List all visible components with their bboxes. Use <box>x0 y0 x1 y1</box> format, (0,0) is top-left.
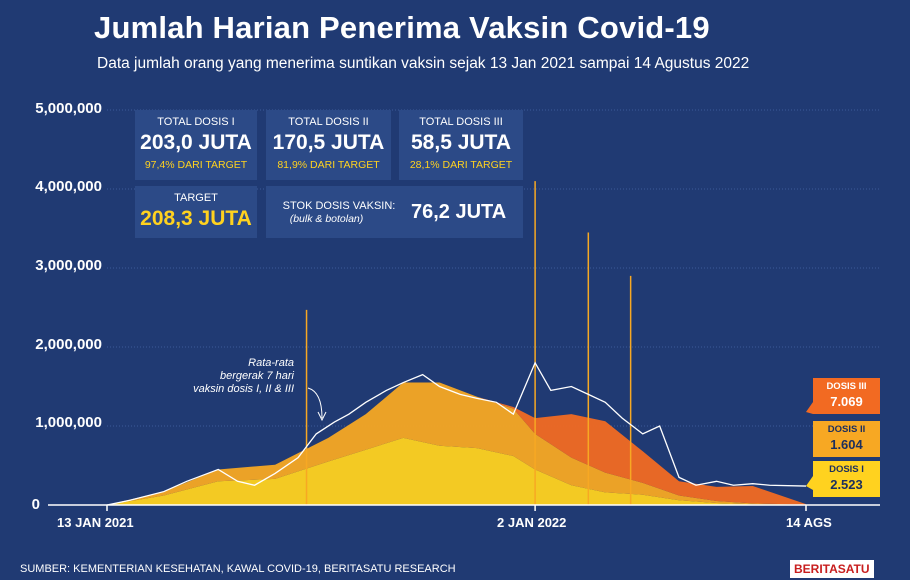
end-label-value: 2.523 <box>830 477 863 492</box>
stat-sublabel: (bulk & botolan) <box>289 213 364 225</box>
y-tick-label: 1,000,000 <box>35 414 102 431</box>
end-label-value: 7.069 <box>830 394 863 409</box>
stat-value: 76,2 JUTA <box>411 201 507 223</box>
series-area-1 <box>107 437 806 505</box>
annotation-arrow <box>307 387 323 419</box>
end-label-name: DOSIS II <box>827 424 866 435</box>
stat-box-target: TARGET 208,3 JUTA <box>135 186 257 238</box>
brand-part: SATU <box>837 562 870 576</box>
stat-value: 208,3 JUTA <box>140 207 252 230</box>
stat-percent: 28,1% DARI TARGET <box>409 159 513 171</box>
annotation-line: vaksin dosis I, II & III <box>193 383 294 395</box>
stat-percent: 97,4% DARI TARGET <box>144 159 248 171</box>
stat-label: STOK DOSIS VAKSIN: <box>282 200 396 212</box>
end-label-name: DOSIS III <box>826 381 867 392</box>
y-tick-label: 5,000,000 <box>35 100 102 117</box>
stat-box-stock: STOK DOSIS VAKSIN: (bulk & botolan) 76,2… <box>266 186 523 238</box>
stat-label: TOTAL DOSIS I <box>157 116 235 128</box>
moving-average-line <box>106 361 807 506</box>
brand-logo: BERITASATU <box>790 560 874 578</box>
source-note: SUMBER: KEMENTERIAN KESEHATAN, KAWAL COV… <box>20 563 456 575</box>
y-tick-label: 3,000,000 <box>35 257 102 274</box>
stat-value: 58,5 JUTA <box>411 131 511 154</box>
stat-value: 203,0 JUTA <box>140 131 252 154</box>
y-tick-label: 0 <box>31 496 40 513</box>
y-tick-label: 2,000,000 <box>35 336 102 353</box>
end-label-value: 1.604 <box>830 437 863 452</box>
stat-box-dose2: TOTAL DOSIS II 170,5 JUTA 81,9% DARI TAR… <box>266 110 391 180</box>
stat-box-dose1: TOTAL DOSIS I 203,0 JUTA 97,4% DARI TARG… <box>135 110 257 180</box>
x-tick-label: 14 AGS <box>786 515 832 530</box>
stat-box-dose3: TOTAL DOSIS III 58,5 JUTA 28,1% DARI TAR… <box>399 110 523 180</box>
brand-part: BERITA <box>794 562 838 576</box>
chart-title: Jumlah Harian Penerima Vaksin Covid-19 <box>94 10 710 45</box>
x-tick-label: 13 JAN 2021 <box>57 515 134 530</box>
y-tick-label: 4,000,000 <box>35 178 102 195</box>
end-label-name: DOSIS I <box>829 464 864 475</box>
annotation-arrowhead <box>317 411 327 422</box>
end-label-dose2: DOSIS II 1.604 <box>813 421 880 457</box>
end-label-pointer <box>806 402 813 414</box>
annotation-line: bergerak 7 hari <box>220 370 294 382</box>
x-tick-label: 2 JAN 2022 <box>497 515 567 530</box>
stat-label: TOTAL DOSIS III <box>419 116 503 128</box>
moving-average-annotation: Rata-rata bergerak 7 hari vaksin dosis I… <box>162 357 294 396</box>
stat-label: TARGET <box>174 192 218 204</box>
chart-subtitle: Data jumlah orang yang menerima suntikan… <box>97 55 750 72</box>
end-label-pointer <box>806 476 813 490</box>
end-label-dose3: DOSIS III 7.069 <box>813 378 880 414</box>
stat-label: TOTAL DOSIS II <box>288 116 369 128</box>
stat-value: 170,5 JUTA <box>272 131 385 154</box>
end-label-dose1: DOSIS I 2.523 <box>813 461 880 497</box>
stat-percent: 81,9% DARI TARGET <box>277 159 380 171</box>
series-area-2 <box>107 382 806 505</box>
annotation-line: Rata-rata <box>248 357 294 369</box>
